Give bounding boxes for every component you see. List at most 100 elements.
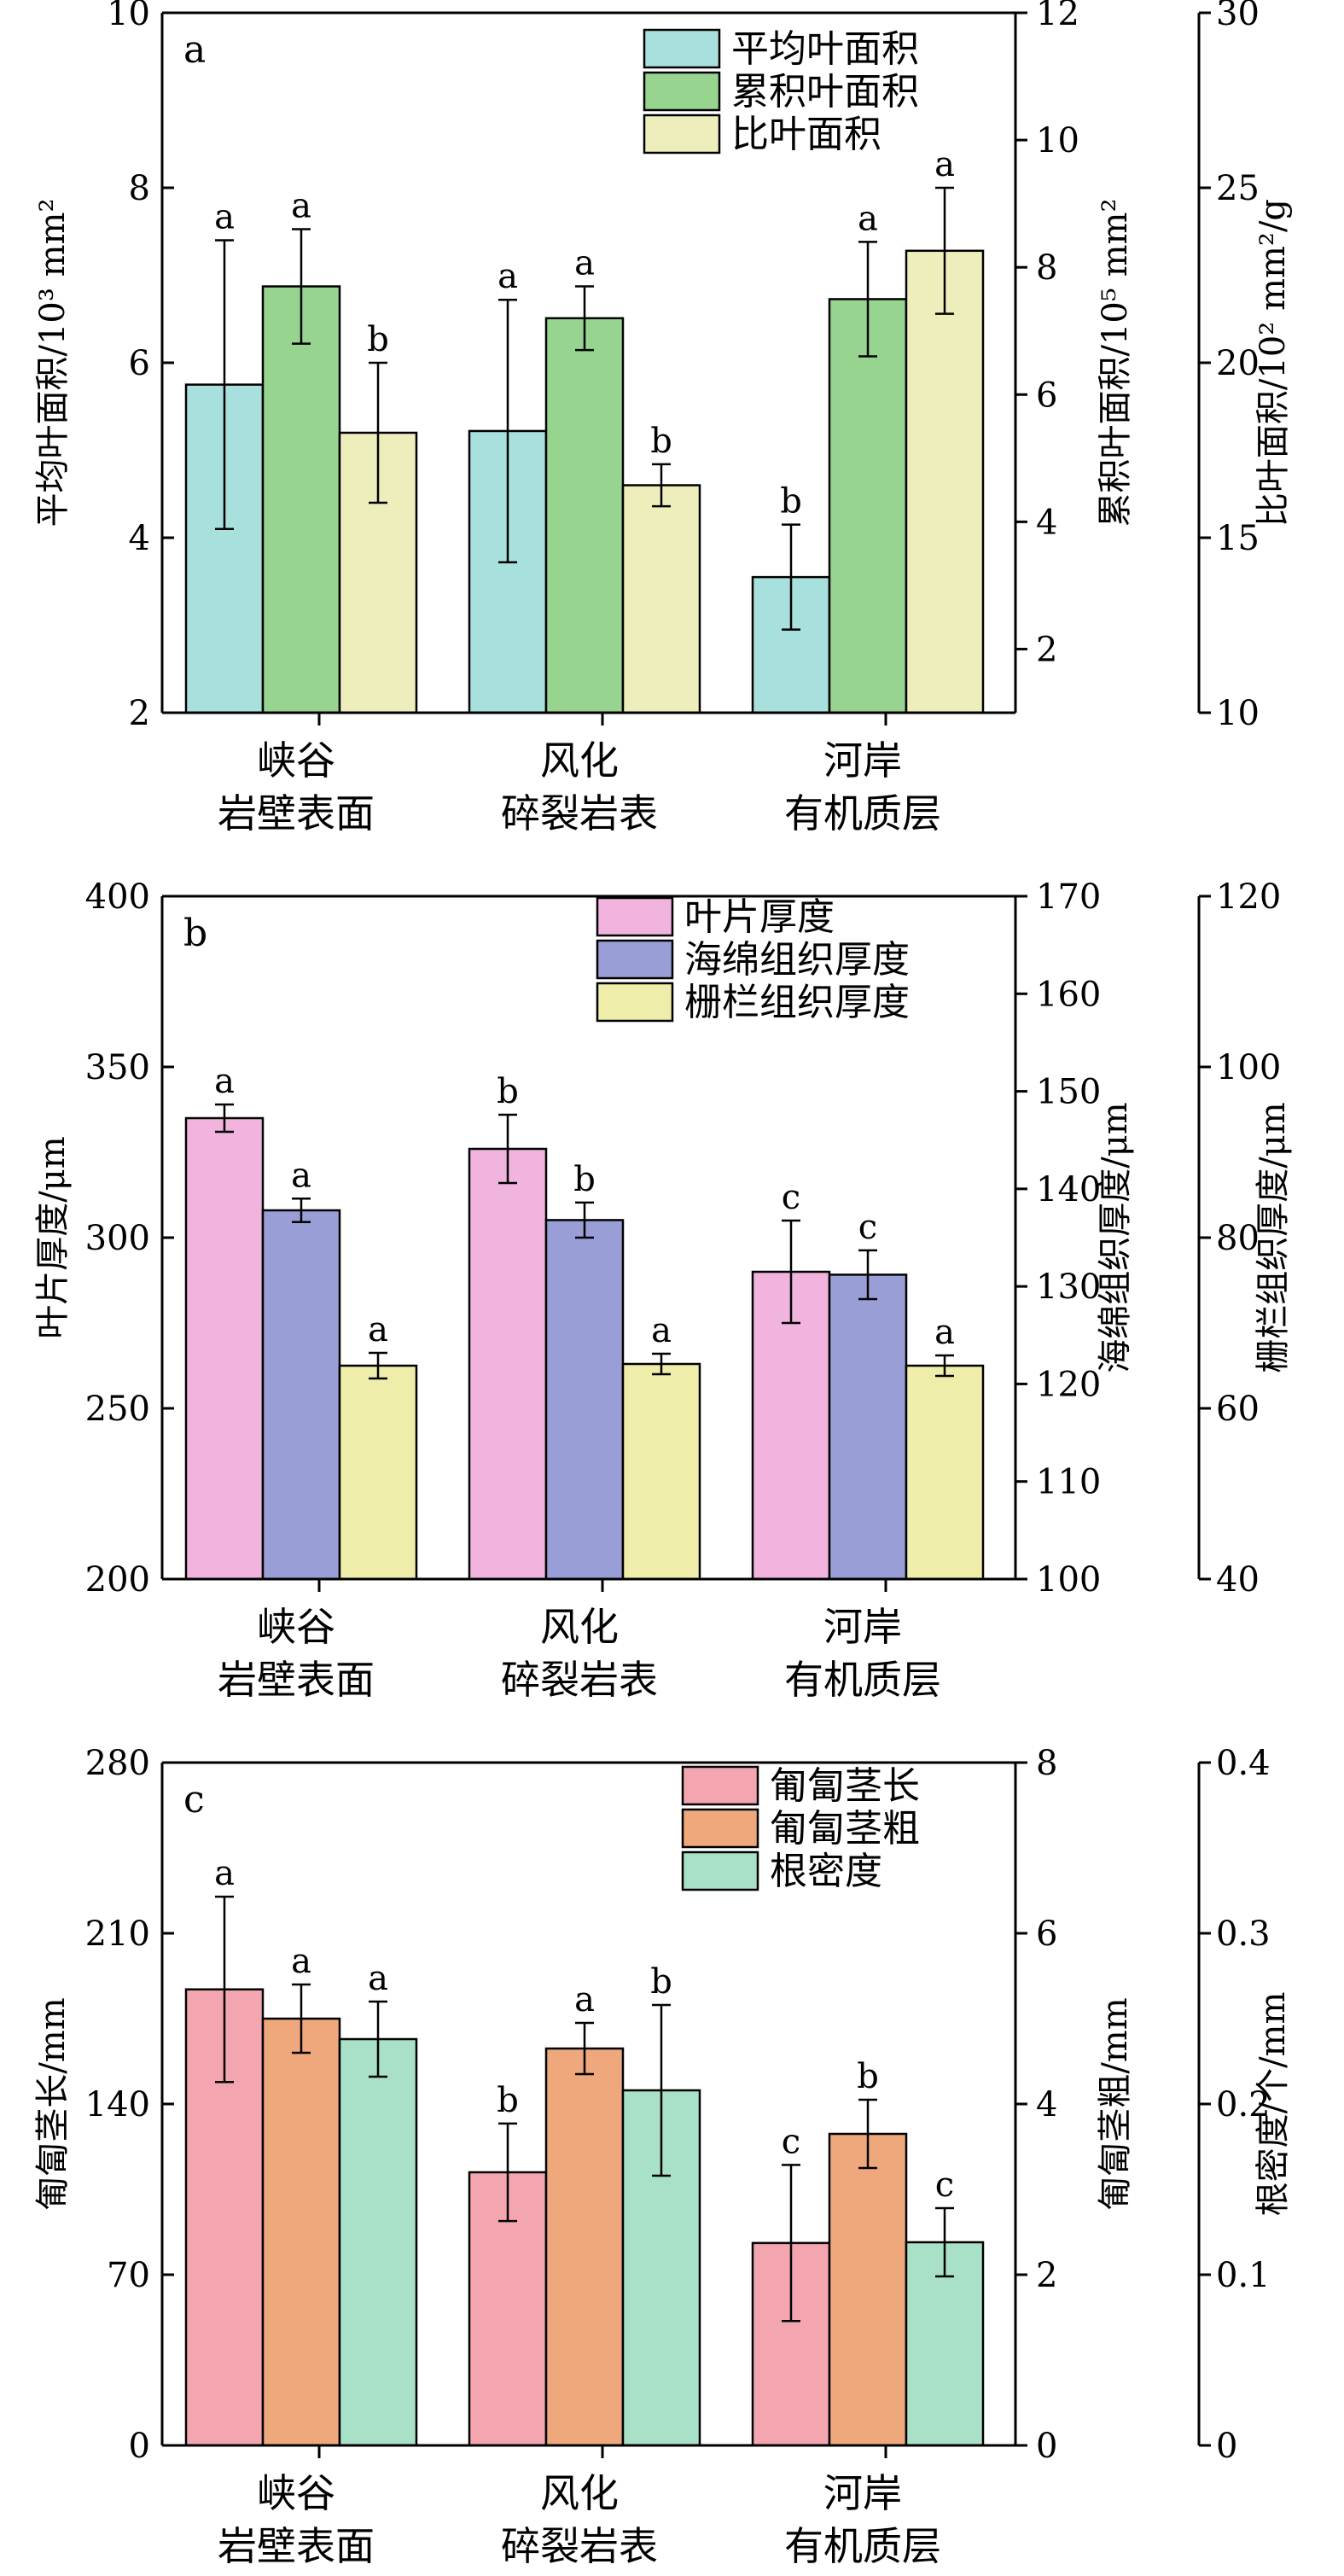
category-label: 河岸 (823, 2470, 902, 2516)
bar-c-s2-c0 (338, 2037, 418, 2447)
category-label: 峡谷 (257, 1604, 335, 1650)
right1-tick-label: 130 (1036, 1268, 1101, 1307)
right1-tick-label: 10 (1036, 121, 1079, 160)
right1-axis-title: 海绵组织厚度/μm (1096, 1102, 1135, 1373)
legend-swatch-1 (596, 939, 674, 980)
bar-b-s1-c1 (544, 1219, 625, 1581)
legend-swatch-2 (681, 1850, 759, 1891)
right2-tick-label: 25 (1216, 169, 1260, 208)
right2-tick-label: 80 (1216, 1219, 1260, 1258)
right2-axis-title: 栅栏组织厚度/μm (1254, 1102, 1293, 1373)
sig-letter-a-s0-c1: a (497, 257, 518, 296)
right1-tick-label: 140 (1036, 1170, 1101, 1209)
bar-a-s2-c1 (621, 484, 701, 714)
bar-b-s2-c0 (338, 1364, 418, 1581)
left-tick-label: 8 (129, 169, 150, 208)
right1-tick-label: 6 (1036, 1915, 1057, 1954)
legend-label-0: 匍匐茎长 (770, 1764, 920, 1808)
right2-tick-label: 0.3 (1216, 1915, 1271, 1954)
right2-axis-title: 比叶面积/10² mm²/g (1254, 199, 1293, 527)
right1-axis-title: 累积叶面积/10⁵ mm² (1096, 198, 1135, 527)
left-axis-title: 平均叶面积/10³ mm² (33, 198, 73, 527)
left-tick-label: 400 (85, 877, 150, 917)
right2-tick-label: 0.1 (1216, 2256, 1271, 2295)
right2-tick-label: 120 (1216, 877, 1281, 917)
sig-letter-c-s0-c2: c (782, 2122, 800, 2161)
legend-swatch-2 (596, 982, 674, 1023)
error-bar-b-s0-c1 (498, 1113, 517, 1185)
right1-tick-label: 0 (1036, 2427, 1057, 2466)
category-label: 河岸 (823, 1604, 902, 1650)
category-label: 有机质层 (784, 2523, 941, 2569)
legend-label-1: 海绵组织厚度 (684, 938, 910, 982)
category-label: 有机质层 (784, 1657, 941, 1703)
sig-letter-a-s1-c2: a (858, 199, 878, 238)
error-bar-c-s1-c2 (858, 2098, 877, 2170)
error-bar-a-s0-c1 (498, 298, 517, 563)
category-label: 峡谷 (257, 737, 335, 784)
category-label: 风化 (540, 737, 619, 784)
right1-tick-label: 2 (1036, 630, 1057, 669)
panel-letter: b (183, 912, 207, 955)
bar-b-s1-c2 (828, 1273, 908, 1581)
legend-label-2: 栅栏组织厚度 (684, 981, 910, 1024)
bar-c-s1-c1 (544, 2047, 625, 2447)
legend-label-0: 平均叶面积 (731, 27, 919, 71)
sig-letter-c-s1-c2: b (857, 2057, 879, 2096)
legend-swatch-0 (681, 1765, 759, 1806)
left-tick-label: 10 (107, 0, 150, 33)
category-label: 碎裂岩表 (501, 1657, 658, 1703)
sig-letter-b-s1-c0: a (291, 1156, 311, 1195)
category-label: 峡谷 (257, 2470, 335, 2516)
error-bar-a-s2-c1 (652, 463, 671, 508)
sig-letter-c-s0-c0: a (214, 1854, 235, 1893)
category-label: 风化 (540, 1604, 619, 1650)
bar-a-s1-c1 (544, 317, 625, 714)
category-label: 碎裂岩表 (501, 2523, 658, 2569)
category-label: 岩壁表面 (218, 790, 375, 836)
sig-letter-b-s2-c0: a (368, 1310, 388, 1349)
error-bar-a-s1-c0 (292, 228, 311, 345)
bar-a-s1-c0 (261, 285, 341, 714)
bar-b-s2-c2 (905, 1364, 985, 1581)
error-bar-c-s0-c0 (215, 1895, 234, 2084)
right2-axis-title: 根密度/个/mm (1254, 1992, 1293, 2217)
category-label: 岩壁表面 (218, 2523, 375, 2569)
left-tick-label: 4 (129, 519, 150, 558)
left-tick-label: 6 (129, 344, 150, 383)
legend-swatch-1 (681, 1808, 759, 1849)
category-label: 碎裂岩表 (501, 790, 658, 836)
right1-tick-label: 12 (1036, 0, 1079, 33)
right1-axis-title: 匍匐茎粗/mm (1096, 1997, 1135, 2210)
legend-swatch-2 (643, 114, 721, 154)
legend-swatch-0 (643, 28, 721, 69)
sig-letter-a-s0-c0: a (214, 198, 235, 237)
error-bar-c-s1-c0 (292, 1983, 311, 2054)
error-bar-c-s0-c1 (498, 2122, 517, 2223)
right1-tick-label: 150 (1036, 1073, 1101, 1112)
sig-letter-c-s2-c2: c (935, 2165, 954, 2205)
left-tick-label: 2 (129, 694, 150, 733)
error-bar-a-s2-c0 (369, 361, 387, 504)
right2-tick-label: 30 (1216, 0, 1260, 33)
right1-tick-label: 2 (1036, 2256, 1057, 2295)
left-tick-label: 280 (85, 1744, 150, 1783)
error-bar-a-s0-c2 (782, 523, 800, 631)
right1-tick-label: 8 (1036, 1744, 1057, 1783)
error-bar-b-s1-c0 (292, 1198, 311, 1223)
legend-label-1: 累积叶面积 (731, 70, 919, 114)
error-bar-b-s2-c1 (652, 1352, 671, 1376)
error-bar-a-s0-c0 (215, 239, 234, 530)
left-axis-title: 匍匐茎长/mm (33, 1997, 73, 2210)
error-bar-b-s2-c2 (935, 1354, 954, 1378)
bar-b-s0-c0 (184, 1116, 265, 1581)
category-label: 风化 (540, 2470, 619, 2516)
error-bar-c-s2-c1 (652, 2003, 671, 2177)
sig-letter-b-s1-c1: b (573, 1160, 596, 1199)
right2-tick-label: 15 (1216, 519, 1260, 558)
sig-letter-c-s2-c0: a (368, 1959, 388, 1998)
bar-b-s2-c1 (621, 1362, 701, 1581)
category-label: 有机质层 (784, 790, 941, 836)
sig-letter-a-s2-c2: a (934, 145, 955, 184)
